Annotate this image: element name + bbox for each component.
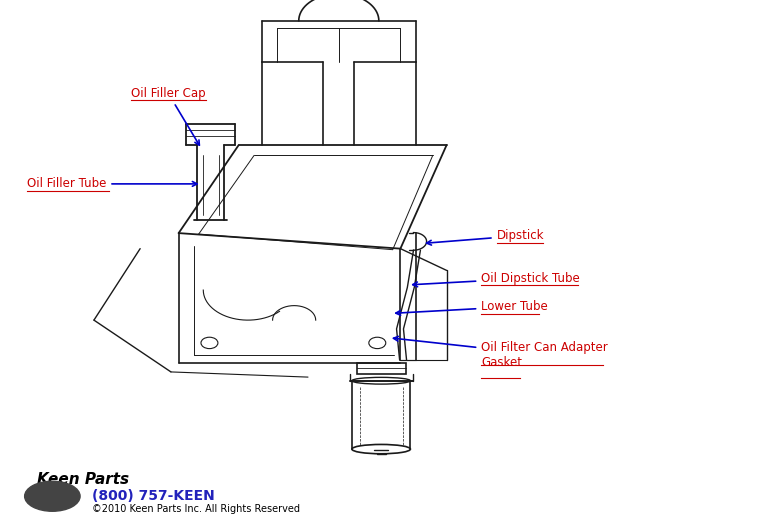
Text: Dipstick: Dipstick bbox=[427, 229, 544, 245]
Text: Oil Dipstick Tube: Oil Dipstick Tube bbox=[413, 271, 580, 287]
Text: (800) 757-KEEN: (800) 757-KEEN bbox=[92, 489, 215, 503]
Text: Oil Filler Cap: Oil Filler Cap bbox=[131, 87, 206, 145]
Text: Lower Tube: Lower Tube bbox=[396, 300, 548, 315]
Text: Oil Filler Tube: Oil Filler Tube bbox=[27, 177, 197, 191]
Text: Keen Parts: Keen Parts bbox=[37, 472, 129, 487]
Text: ©2010 Keen Parts Inc. All Rights Reserved: ©2010 Keen Parts Inc. All Rights Reserve… bbox=[92, 503, 300, 514]
Ellipse shape bbox=[25, 481, 80, 511]
Text: Oil Filter Can Adapter
Gasket: Oil Filter Can Adapter Gasket bbox=[393, 336, 608, 369]
